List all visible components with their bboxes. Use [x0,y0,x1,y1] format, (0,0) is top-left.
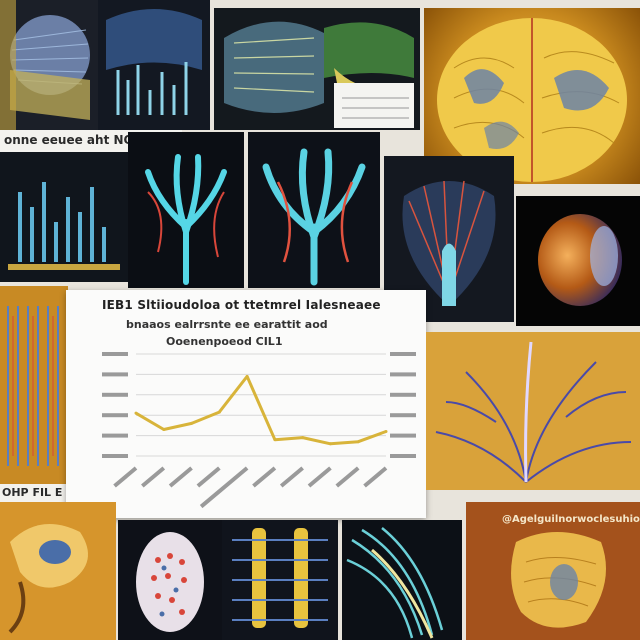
brain-map-image [437,18,627,182]
y-tick-label [102,372,128,377]
column-render-image [0,152,128,282]
y-tick-label [102,352,128,356]
data-point [356,440,360,444]
caption-bottom-left: OHP FIL E [2,486,63,499]
y-tick-label [102,433,128,438]
chart-card: IEB1 Sltiioudoloa ot ttetmrel Ialesneaee… [66,290,426,518]
neural-render-tile-4 [424,8,640,184]
chart-subtitle: bnaaos ealrrsnte ee earattit aod [126,318,328,331]
bar-render-image [98,0,210,130]
y-tick-label [102,392,128,397]
data-point [384,430,388,434]
y-tick-label [390,413,416,418]
caption-top-left: onne eeuee aht NO!P [4,133,148,147]
x-tick-label [252,466,277,488]
fan-render-image [384,156,514,322]
neural-render-tile-8 [384,156,514,322]
neural-render-tile-1 [0,0,98,130]
data-point [162,427,166,431]
gold-brain-image [466,502,640,640]
y-tick-label [102,413,128,418]
x-tick-label [363,466,388,488]
y-tick-label [390,352,416,356]
data-point [245,374,249,378]
line-chart [102,352,416,509]
data-point [190,421,194,425]
x-tick-label [113,466,138,488]
neural-render-tile-2 [98,0,210,130]
neural-render-tile-3 [214,8,420,130]
caption-bottom-right: @Agelguilnorwoclesuhion [502,514,640,525]
neural-render-tile-5 [0,152,128,282]
sphere-icon [538,214,622,306]
neural-render-tile-9 [0,286,68,484]
fiber-sweep-image [342,520,462,640]
caption-strip-bottom-left: OHP FIL E [0,484,66,502]
spine-render-image [222,520,338,640]
cell-cluster-image [118,520,222,640]
dendrite-render-image-2 [248,132,380,288]
x-tick-label [168,466,193,488]
x-tick-label [335,466,360,488]
chart-title: IEB1 Sltiioudoloa ot ttetmrel Ialesneaee [102,298,381,312]
column-texture-image [0,286,68,484]
x-tick-label [196,466,221,488]
data-point [217,410,221,414]
neural-render-tile-13 [222,520,338,640]
neural-render-tile-6 [128,132,244,288]
series-line [135,374,387,446]
y-tick-label [102,454,128,458]
data-point [301,436,305,440]
x-tick-label [199,466,249,509]
data-point [273,438,277,442]
x-tick-label [141,466,166,488]
y-tick-label [390,372,416,377]
neural-render-tile-7 [248,132,380,288]
neural-render-tile-14 [342,520,462,640]
neural-render-tile-10 [426,332,640,490]
data-point [328,442,332,446]
x-tick-label [279,466,304,488]
dendrite-render-image [128,132,244,288]
data-point [134,411,138,415]
neural-render-tile-11 [0,502,116,640]
neural-render-tile-15: @Agelguilnorwoclesuhion [466,502,640,640]
y-tick-label [390,392,416,397]
x-tick-label [307,466,332,488]
fiber-render-image [0,0,98,130]
sphere-render-tile [516,196,640,326]
cortex-render-image [214,8,420,130]
vessel-network-image [426,332,640,490]
gyrus-render-image [0,502,116,640]
neural-render-tile-12 [118,520,222,640]
chart-subtitle-2: Ooenenpoeod CIL1 [166,335,283,348]
y-tick-label [390,454,416,458]
y-tick-label [390,433,416,438]
